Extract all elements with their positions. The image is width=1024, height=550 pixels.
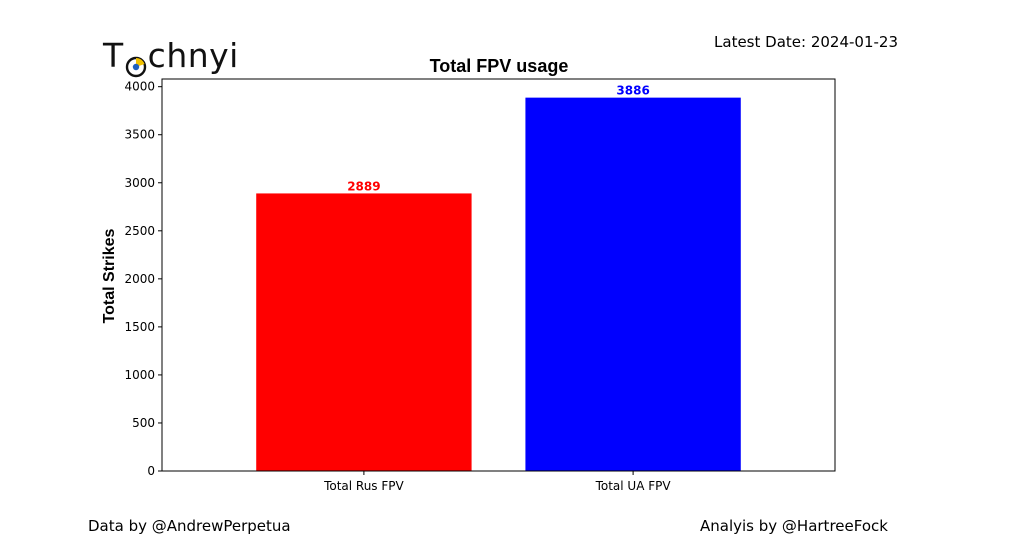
y-tick-label-8: 4000 (124, 80, 155, 94)
bars-group: 2889 3886 (256, 84, 741, 471)
y-axis-ticks: 0 500 1000 1500 2000 2500 3000 3500 4000 (124, 80, 162, 478)
logo-text-start: T (103, 36, 124, 75)
chart-title: Total FPV usage (430, 56, 569, 76)
latest-date: Latest Date: 2024-01-23 (714, 33, 898, 51)
y-tick-label-4: 2000 (124, 272, 155, 286)
x-axis-ticks: Total Rus FPV Total UA FPV (323, 471, 671, 493)
logo-target-icon (125, 47, 147, 77)
y-tick-label-1: 500 (132, 416, 155, 430)
x-tick-label-1: Total UA FPV (595, 479, 672, 493)
bar-1 (525, 97, 741, 471)
analysis-credit: Analyis by @HartreeFock (700, 517, 888, 535)
y-tick-label-6: 3000 (124, 176, 155, 190)
technyi-logo: T chnyi (103, 36, 239, 77)
plot-frame (161, 78, 836, 472)
data-label-0: 2889 (347, 179, 380, 193)
data-credit: Data by @AndrewPerpetua (88, 517, 291, 535)
y-tick-label-0: 0 (147, 464, 155, 478)
y-tick-label-5: 2500 (124, 224, 155, 238)
y-tick-label-2: 1000 (124, 368, 155, 382)
data-label-1: 3886 (616, 84, 649, 98)
x-tick-label-0: Total Rus FPV (323, 479, 404, 493)
y-axis-label: Total Strikes (101, 228, 118, 323)
y-tick-label-7: 3500 (124, 128, 155, 142)
y-tick-label-3: 1500 (124, 320, 155, 334)
logo-text-end: chnyi (147, 36, 239, 75)
bar-0 (256, 193, 472, 471)
